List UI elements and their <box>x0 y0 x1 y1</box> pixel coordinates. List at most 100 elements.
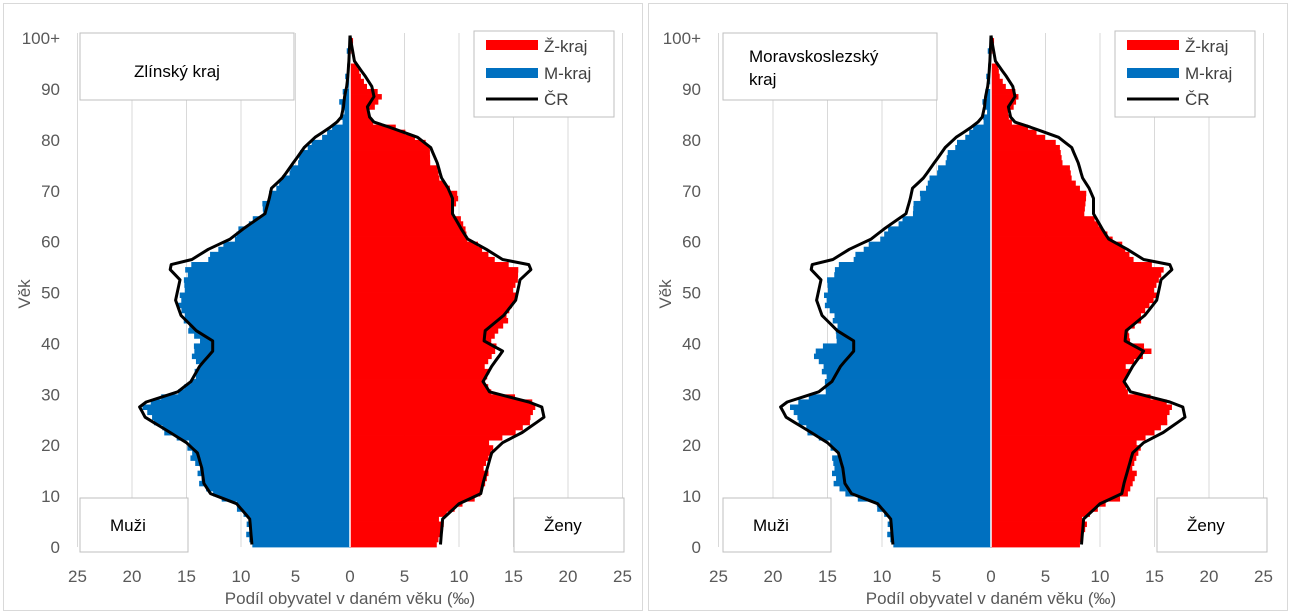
female-bar <box>350 414 531 421</box>
male-bar <box>208 256 350 263</box>
female-bar <box>991 455 1137 461</box>
male-bar <box>281 175 350 181</box>
female-bar <box>350 323 504 329</box>
male-bar <box>937 170 991 176</box>
male-bar <box>344 109 350 115</box>
female-bar <box>991 485 1131 492</box>
y-tick-label: 30 <box>41 385 60 404</box>
female-bar <box>991 460 1135 466</box>
female-bar <box>350 450 491 456</box>
female-bar <box>350 521 444 528</box>
male-bar <box>835 328 991 334</box>
y-tick-label: 90 <box>41 80 60 99</box>
female-bar <box>350 175 440 181</box>
male-bar <box>890 526 991 533</box>
legend-label-national: ČR <box>544 90 569 109</box>
female-bar <box>991 424 1161 431</box>
female-bar <box>350 333 495 339</box>
region-label-box <box>722 32 938 101</box>
y-tick-label: 0 <box>692 538 701 557</box>
male-bar <box>234 236 350 243</box>
female-bar <box>350 236 468 243</box>
male-bar <box>947 150 991 156</box>
female-bar <box>991 506 1098 512</box>
female-bar <box>991 531 1084 538</box>
male-bar <box>249 526 350 533</box>
female-bar <box>350 307 510 314</box>
male-bar <box>341 114 350 120</box>
female-bar <box>350 338 492 344</box>
y-tick-label: 50 <box>41 284 60 303</box>
female-bar <box>350 68 360 75</box>
female-bar <box>350 190 458 197</box>
pyramid-panel-zlinsky: Zlínský kraj Ž-kraj M-kraj ČR Muži Ženy … <box>3 3 643 611</box>
legend-label-female: Ž-kraj <box>544 37 587 56</box>
label-boxes: Moravskoslezský kraj Ž-kraj M-kraj ČR Mu… <box>722 30 1268 553</box>
male-bar <box>299 155 350 161</box>
male-bar <box>189 440 350 446</box>
female-bar <box>991 409 1170 416</box>
male-bar <box>187 272 350 278</box>
female-bar <box>991 496 1121 502</box>
female-bar <box>991 445 1141 451</box>
female-bar <box>991 200 1086 207</box>
female-bar <box>350 251 489 258</box>
y-tick-label: 90 <box>682 80 701 99</box>
male-bar <box>946 155 991 161</box>
female-bar <box>991 104 1014 110</box>
female-bar <box>991 114 1009 120</box>
male-bar <box>887 521 991 528</box>
male-bar <box>838 262 991 268</box>
male-bar <box>200 338 350 344</box>
male-bar <box>213 491 350 497</box>
female-bar <box>991 180 1076 187</box>
male-bar <box>176 435 350 441</box>
male-bar <box>813 353 991 360</box>
female-bar <box>991 150 1061 156</box>
y-tick-label: 30 <box>682 385 701 404</box>
male-bar <box>987 109 991 115</box>
male-bar <box>178 302 350 309</box>
female-bar <box>991 99 1017 105</box>
male-bar <box>919 190 991 197</box>
female-bar <box>350 348 496 355</box>
male-bar <box>824 302 991 309</box>
male-bar <box>276 185 350 192</box>
legend-label-male: M-kraj <box>544 64 591 83</box>
female-bar <box>991 109 1009 115</box>
male-bar <box>818 435 991 441</box>
male-bar <box>206 485 350 492</box>
male-bar <box>184 384 350 390</box>
female-bar <box>991 323 1135 329</box>
cr-lines-group <box>779 35 1187 545</box>
male-bar <box>332 124 350 131</box>
male-bar <box>825 389 991 395</box>
male-bar <box>815 348 991 355</box>
women-label-box <box>1156 497 1268 553</box>
male-bar <box>322 134 350 141</box>
female-bar <box>350 373 488 380</box>
male-bar <box>223 241 350 248</box>
x-tick-label: 10 <box>450 567 469 586</box>
male-bar <box>830 440 991 446</box>
female-bar <box>350 465 484 472</box>
male-bar <box>969 129 991 136</box>
male-bar <box>268 195 350 202</box>
male-bar <box>192 450 350 456</box>
female-bar <box>991 404 1172 410</box>
male-bar <box>832 455 991 461</box>
male-bar <box>236 501 350 507</box>
x-tick-label: 25 <box>613 567 632 586</box>
male-bar <box>855 251 991 258</box>
male-bar <box>193 343 350 349</box>
female-bar <box>991 353 1143 360</box>
x-tick-label: 5 <box>400 567 409 586</box>
region-label-box <box>79 32 295 101</box>
female-bar <box>350 124 396 131</box>
female-bar <box>350 363 485 370</box>
female-bar <box>350 160 431 166</box>
male-bar <box>238 226 350 232</box>
male-bar <box>927 180 991 187</box>
female-bar <box>991 226 1103 232</box>
region-label: Zlínský kraj <box>134 62 220 81</box>
